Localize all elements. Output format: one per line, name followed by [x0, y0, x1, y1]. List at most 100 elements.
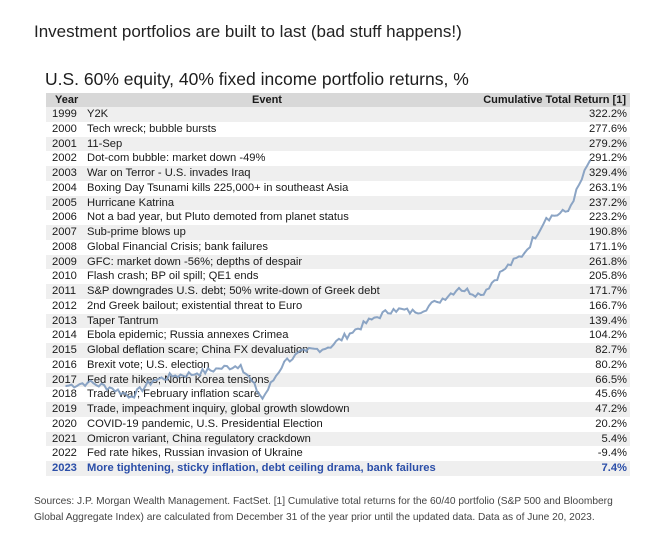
data-point: [567, 210, 569, 212]
row-event: Ebola epidemic; Russia annexes Crimea: [87, 329, 289, 342]
year-column-header: Year: [55, 94, 79, 106]
row-year: 2001: [52, 137, 77, 150]
data-point: [152, 379, 155, 382]
return-column-header: Cumulative Total Return [1]: [483, 94, 626, 106]
row-event: Trade, impeachment inquiry, global growt…: [87, 403, 350, 415]
table-row: 2021 Omicron variant, China regulatory cr…: [46, 431, 630, 447]
row-return: 139.4%: [589, 314, 627, 327]
data-point: [218, 367, 220, 370]
row-event: Global deflation scare; China FX devalua…: [87, 344, 309, 356]
table-row: 2001 11-Sep 279.2%: [46, 136, 630, 152]
table-row: 2009 GFC: market down -56%; depths of des…: [46, 254, 630, 270]
row-event: Y2K: [87, 108, 109, 120]
data-point: [65, 385, 67, 387]
row-event: Global Financial Crisis; bank failures: [87, 240, 268, 253]
row-return: 20.2%: [595, 417, 627, 430]
row-return: 237.2%: [589, 196, 627, 209]
table-row: 2013 Taper Tantrum 139.4%: [46, 313, 630, 329]
data-point: [130, 395, 133, 398]
chart-subtitle: U.S. 60% equity, 40% fixed income portfo…: [45, 69, 469, 89]
row-event: 2nd Greek bailout; existential threat to…: [87, 299, 303, 312]
row-return: 190.8%: [589, 226, 627, 238]
table-row: 2005 Hurricane Katrina 237.2%: [46, 195, 630, 211]
row-year: 2015: [52, 344, 77, 356]
row-year: 2020: [52, 417, 77, 430]
row-year: 2023: [52, 462, 77, 474]
row-year: 2016: [52, 358, 77, 371]
row-return: 291.2%: [589, 152, 627, 165]
table-row: 2003 War on Terror - U.S. invades Iraq 329…: [46, 166, 630, 181]
data-point: [196, 372, 198, 375]
row-event: Sub-prime blows up: [87, 226, 186, 238]
data-point: [87, 381, 89, 384]
data-point: [327, 346, 329, 349]
table-row: 2007 Sub-prime blows up 190.8%: [46, 225, 630, 240]
row-return: 261.8%: [589, 255, 627, 268]
row-event: Brexit vote; U.S. election: [87, 358, 210, 371]
table-row: 2002 Dot-com bubble: market down -49% 291.…: [46, 151, 630, 166]
row-year: 2012: [52, 299, 77, 312]
table-row: 2014 Ebola epidemic; Russia annexes Crime…: [46, 328, 630, 343]
row-return: 322.2%: [589, 108, 627, 120]
row-event: Fed rate hikes, Russian invasion of Ukra…: [87, 447, 303, 460]
row-event: Tech wreck; bubble bursts: [87, 122, 217, 135]
data-point: [589, 159, 591, 162]
event-column-header: Event: [252, 94, 282, 106]
table-row: 1999 Y2K 322.2%: [46, 107, 630, 122]
row-year: 2004: [52, 181, 77, 194]
row-year: 2021: [52, 432, 77, 445]
row-return: 45.6%: [595, 388, 627, 401]
data-point: [349, 332, 351, 335]
row-year: 2010: [52, 270, 77, 283]
row-year: 2000: [52, 122, 77, 135]
row-event: Fed rate hikes; North Korea tensions: [87, 373, 270, 386]
row-return: 47.2%: [595, 403, 627, 415]
table-row: 2017 Fed rate hikes; North Korea tensions…: [46, 372, 630, 388]
data-point: [108, 386, 111, 389]
row-return: 66.5%: [595, 373, 627, 386]
row-return: 223.2%: [589, 211, 627, 224]
row-year: 2011: [52, 285, 77, 297]
row-year: 2019: [52, 403, 77, 415]
table-row: 2023 More tightening, sticky inflation, d…: [46, 461, 630, 476]
row-year: 2009: [52, 255, 77, 268]
page-heading: Investment portfolios are built to last …: [34, 22, 462, 41]
row-return: 263.1%: [589, 181, 627, 194]
data-point: [261, 397, 264, 400]
table-row: 2004 Boxing Day Tsunami kills 225,000+ in…: [46, 181, 630, 196]
row-event: COVID-19 pandemic, U.S. Presidential Ele…: [87, 417, 323, 430]
data-point: [458, 287, 460, 289]
row-return: 171.1%: [589, 240, 627, 253]
cumulative-return-series-line: [65, 160, 591, 401]
row-event: War on Terror - U.S. invades Iraq: [87, 167, 251, 179]
data-point: [174, 374, 176, 377]
row-event: More tightening, sticky inflation, debt …: [87, 462, 436, 474]
row-event: Hurricane Katrina: [87, 196, 175, 209]
table-row: 2016 Brexit vote; U.S. election 80.2%: [46, 358, 630, 373]
sources-note: Sources: J.P. Morgan Wealth Management. …: [34, 496, 613, 523]
row-event: GFC: market down -56%; depths of despair: [87, 255, 303, 268]
data-point: [239, 364, 242, 366]
data-point: [305, 350, 307, 352]
row-year: 2003: [52, 167, 77, 179]
table-row: 2000 Tech wreck; bubble bursts 277.6%: [46, 122, 630, 137]
table-row: 2019 Trade, impeachment inquiry, global g…: [46, 402, 630, 417]
table-row: 2015 Global deflation scare; China FX dev…: [46, 343, 630, 358]
row-return: 7.4%: [601, 462, 628, 474]
table-row: 2006 Not a bad year, but Pluto demoted fr…: [46, 210, 630, 225]
data-point: [480, 294, 482, 296]
row-year: 2017: [52, 373, 77, 386]
data-point: [283, 360, 286, 363]
data-point: [370, 318, 373, 321]
data-point: [523, 252, 526, 254]
row-event: 11-Sep: [87, 137, 123, 150]
row-event: Flash crash; BP oil spill; QE1 ends: [87, 270, 259, 283]
row-return: 171.7%: [589, 285, 627, 297]
row-event: S&P downgrades U.S. debt; 50% write-down…: [87, 285, 380, 297]
row-return: 279.2%: [589, 137, 627, 150]
row-year: 2006: [52, 211, 77, 224]
row-year: 1999: [52, 108, 77, 120]
row-return: 80.2%: [595, 358, 627, 371]
row-year: 2007: [52, 226, 77, 238]
table-row: 2012 2nd Greek bailout; existential threa…: [46, 299, 630, 314]
